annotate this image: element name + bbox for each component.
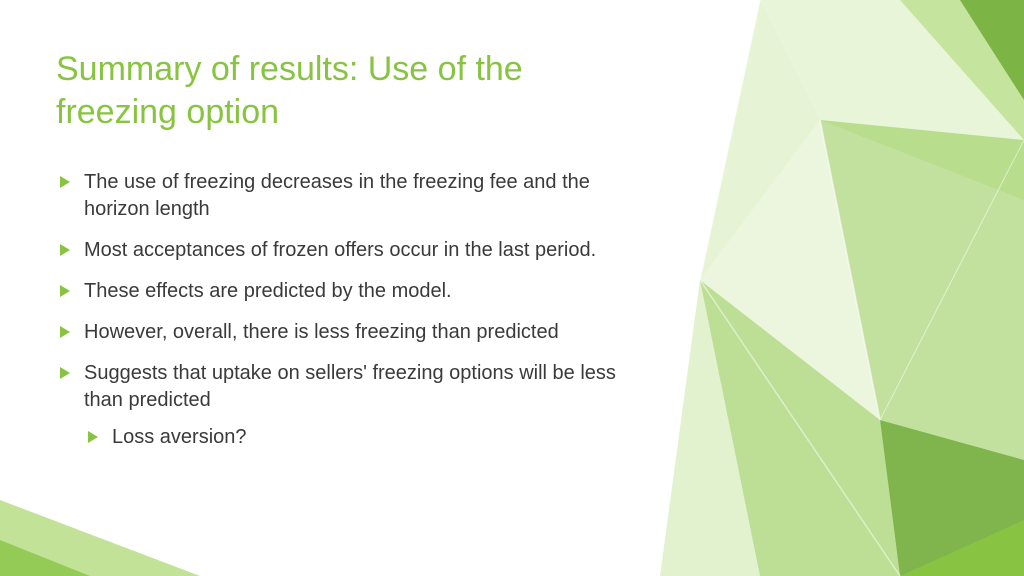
bullet-text: However, overall, there is less freezing… — [84, 321, 559, 343]
bullet-list: The use of freezing decreases in the fre… — [56, 169, 630, 451]
bullet-text: The use of freezing decreases in the fre… — [84, 171, 590, 220]
bullet-item: However, overall, there is less freezing… — [56, 319, 630, 346]
bullet-item: Suggests that uptake on sellers' freezin… — [56, 360, 630, 451]
bullet-text: Most acceptances of frozen offers occur … — [84, 239, 596, 261]
bullet-item: These effects are predicted by the model… — [56, 278, 630, 305]
bullet-text: Suggests that uptake on sellers' freezin… — [84, 362, 616, 411]
bullet-item: Most acceptances of frozen offers occur … — [56, 237, 630, 264]
bullet-text: These effects are predicted by the model… — [84, 280, 452, 302]
slide: Summary of results: Use of the freezing … — [0, 0, 1024, 576]
bullet-item: The use of freezing decreases in the fre… — [56, 169, 630, 223]
content-area: Summary of results: Use of the freezing … — [0, 0, 700, 451]
sub-bullet-text: Loss aversion? — [112, 426, 247, 448]
sub-bullet-item: Loss aversion? — [84, 424, 630, 451]
slide-title: Summary of results: Use of the freezing … — [56, 48, 630, 133]
sub-bullet-list: Loss aversion? — [84, 424, 630, 451]
